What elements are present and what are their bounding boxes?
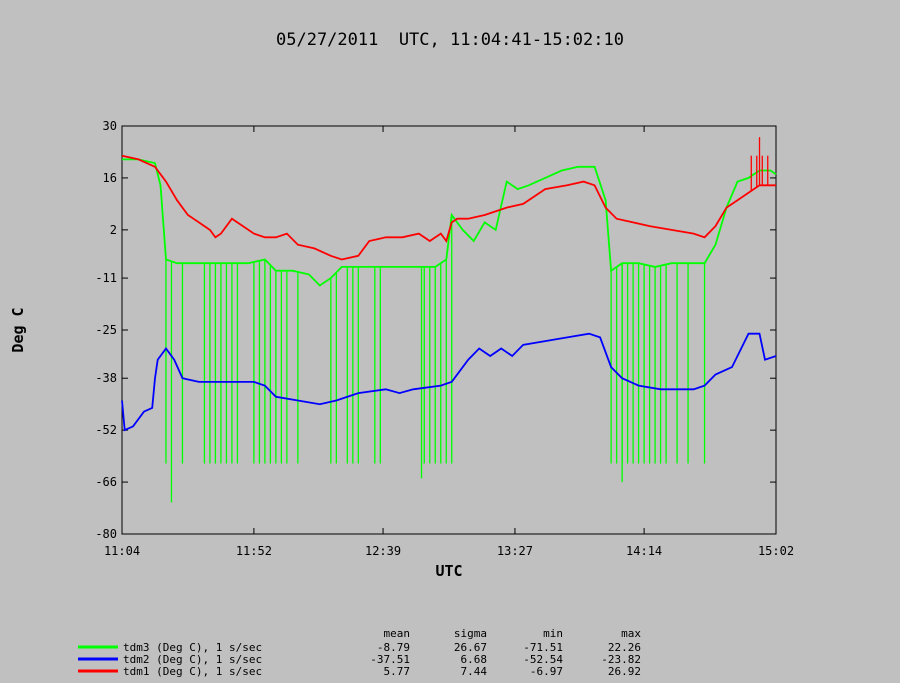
stats-header-min: min [543,627,563,640]
legend-entry: tdm2 (Deg C), 1 s/sec [123,653,262,666]
x-tick-label: 15:02 [758,544,794,558]
y-tick-label: -66 [95,475,117,489]
stats-header-mean: mean [384,627,411,640]
plot-frame [121,125,777,535]
y-tick-label: -38 [95,371,117,385]
legend-entry: tdm3 (Deg C), 1 s/sec [123,641,262,654]
stat-sigma: 6.68 [461,653,488,666]
stat-sigma: 26.67 [454,641,487,654]
series-1 [121,332,777,432]
legend-entry: tdm1 (Deg C), 1 s/sec [123,665,262,678]
stat-mean: 5.77 [384,665,411,678]
y-tick-label: 2 [110,223,117,237]
series-line [121,332,777,432]
x-tick-label: 11:04 [104,544,140,558]
y-tick-label: 16 [103,171,117,185]
y-tick-label: 30 [103,119,117,133]
x-axis: 11:04 11:52 12:39 13:27 14:14 15:02 [104,126,794,558]
stat-mean: -8.79 [377,641,410,654]
y-tick-label: -25 [95,323,117,337]
y-axis: 30 16 2 -11 -25 -38 -52 -66 -80 [95,119,776,541]
x-axis-label: UTC [435,562,462,580]
x-tick-label: 13:27 [497,544,533,558]
series-line [122,158,777,287]
stat-sigma: 7.44 [461,665,488,678]
y-axis-label: Deg C [9,307,27,352]
x-tick-label: 14:14 [626,544,662,558]
series-line [121,154,776,261]
stat-min: -6.97 [530,665,563,678]
stat-max: 22.26 [608,641,641,654]
stats-header-max: max [621,627,641,640]
series-layer [121,137,777,503]
x-tick-label: 12:39 [365,544,401,558]
stat-mean: -37.51 [370,653,410,666]
stat-max: -23.82 [601,653,641,666]
chart-title: 05/27/2011 UTC, 11:04:41-15:02:10 [276,30,624,50]
legend: mean sigma min max tdm3 (Deg C), 1 s/sec -8.7… [78,627,641,678]
y-tick-label: -80 [95,527,117,541]
stat-min: -52.54 [523,653,563,666]
series-2 [121,137,776,261]
stats-header-sigma: sigma [454,627,487,640]
x-tick-label: 11:52 [236,544,272,558]
y-tick-label: -11 [95,271,117,285]
series-0 [122,158,777,503]
y-tick-label: -52 [95,423,117,437]
stat-max: 26.92 [608,665,641,678]
stat-min: -71.51 [523,641,563,654]
